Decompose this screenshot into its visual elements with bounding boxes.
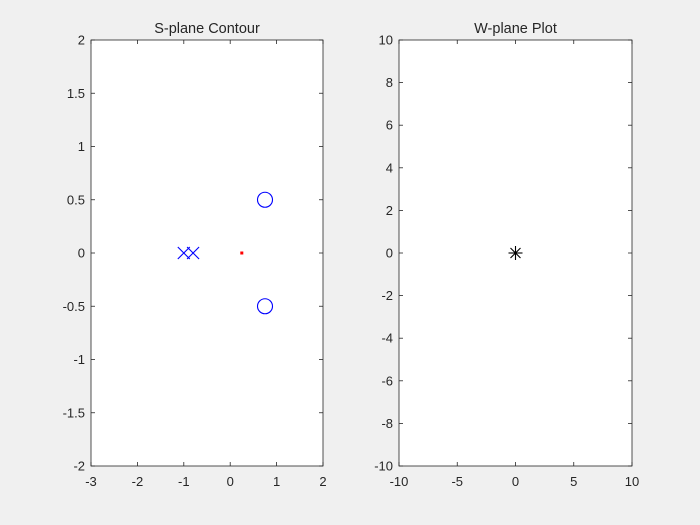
- w-plane-ytick-label: 10: [379, 33, 393, 48]
- s-plane-ytick-label: 1.5: [67, 86, 85, 101]
- s-plane-ytick-label: -2: [73, 459, 85, 474]
- s-plane-ytick-label: 1: [78, 139, 85, 154]
- s-plane-axes: -3 -2 -1 0 1 2-2-1.5-1-0.500.511.52S-plane Co…: [63, 21, 327, 489]
- s-plane-title: S-plane Contour: [154, 21, 260, 37]
- w-plane-xtick-label: 0: [512, 474, 519, 489]
- s-plane-ytick-label: -1: [73, 352, 85, 367]
- s-plane-ytick-label: 2: [78, 33, 85, 48]
- w-plane-ytick-label: 4: [386, 160, 393, 175]
- w-plane-ytick-label: -8: [381, 416, 393, 431]
- w-plane-ytick-label: -4: [381, 331, 393, 346]
- w-plane-ytick-label: -2: [381, 288, 393, 303]
- point-marker: [240, 251, 244, 255]
- w-plane-ytick-label: -6: [381, 373, 393, 388]
- pole-marker: [186, 246, 200, 260]
- w-plane-ytick-label: -10: [374, 459, 393, 474]
- s-plane-ytick-label: -0.5: [63, 299, 85, 314]
- w-plane-xtick-label: -10: [390, 474, 409, 489]
- s-plane-xtick-label: 2: [319, 474, 326, 489]
- w-plane-title: W-plane Plot: [474, 21, 557, 37]
- w-plane-xtick-label: 10: [625, 474, 639, 489]
- w-plane-axes: -10 -5 0 5 10 -10 -8 -6 -4 -2 0 2 4 6 8 10 W-plane Plot: [374, 21, 639, 489]
- zero-marker: [256, 191, 274, 208]
- s-plane-plot-area: [90, 39, 324, 467]
- s-plane-xtick-label: -3: [85, 474, 97, 489]
- star-marker: [508, 246, 523, 260]
- s-plane-xtick-label: 0: [227, 474, 234, 489]
- s-plane-ytick-label: 0.5: [67, 192, 85, 207]
- s-plane-ytick-label: 0: [78, 246, 85, 261]
- zero-marker: [256, 298, 274, 315]
- s-plane-ytick-label: -1.5: [63, 405, 85, 420]
- w-plane-ytick-label: 6: [386, 118, 393, 133]
- w-plane-ytick-label: 0: [386, 246, 393, 261]
- s-plane-xtick-label: 1: [273, 474, 280, 489]
- s-plane-xtick-label: -1: [178, 474, 190, 489]
- w-plane-xtick-label: -5: [451, 474, 463, 489]
- s-plane-xtick-label: -2: [132, 474, 144, 489]
- pole-marker: [177, 246, 191, 260]
- w-plane-ytick-label: 2: [386, 203, 393, 218]
- w-plane-ytick-label: 8: [386, 75, 393, 90]
- w-plane-xtick-label: 5: [570, 474, 577, 489]
